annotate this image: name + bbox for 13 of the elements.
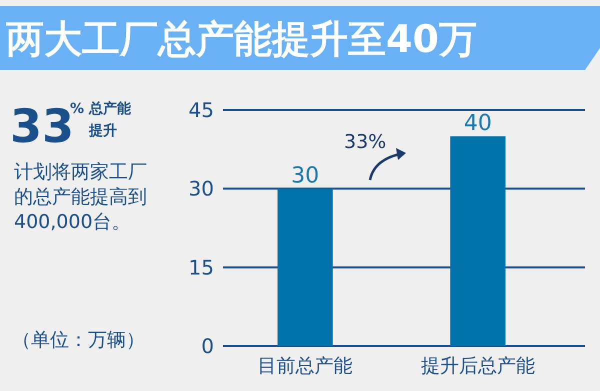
data-label: 30 xyxy=(291,164,320,189)
data-label: 40 xyxy=(464,111,492,136)
x-tick-label: 目前总产能 xyxy=(258,355,353,377)
x-tick-label: 提升后总产能 xyxy=(420,355,535,377)
y-tick-label: 15 xyxy=(188,255,214,280)
text: （单位：万辆） xyxy=(12,329,145,351)
y-tick-label: 30 xyxy=(188,176,214,201)
y-tick-label: 45 xyxy=(188,98,214,122)
chart-title: 两大工厂总产能提升至40万 xyxy=(5,17,477,61)
text: 总产能提升 xyxy=(88,100,132,139)
y-tick-label: 0 xyxy=(201,334,214,358)
text: 计划将两家工厂的总产能提高到400,000台。 xyxy=(14,161,147,233)
annotation: 33% xyxy=(344,131,386,153)
